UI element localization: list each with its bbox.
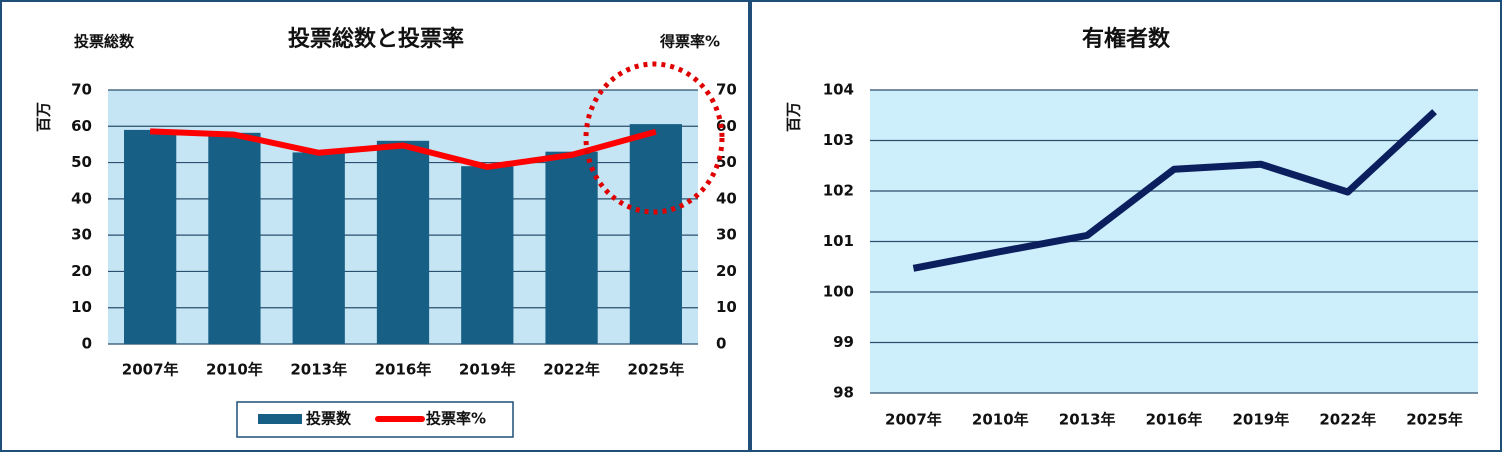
bar xyxy=(629,124,682,344)
y2-tick-label: 60 xyxy=(716,117,737,135)
x-tick-label: 2007年 xyxy=(885,411,942,429)
chart-title: 投票総数と投票率 xyxy=(288,26,464,52)
y-tick-label: 70 xyxy=(71,81,92,99)
line xyxy=(912,109,1437,272)
y-label: 百万 xyxy=(785,102,803,132)
x-tick-label: 2010年 xyxy=(206,361,263,379)
y2-tick-label: 10 xyxy=(716,298,737,316)
x-tick-label: 2016年 xyxy=(375,361,432,379)
y-tick-label: 102 xyxy=(823,182,854,200)
y-tick-label: 100 xyxy=(823,283,854,301)
y2-tick-label: 0 xyxy=(716,335,726,353)
y-tick-label: 101 xyxy=(823,232,854,250)
y-tick-label: 99 xyxy=(833,333,854,351)
x-tick-label: 2013年 xyxy=(1059,411,1116,429)
y2-tick-label: 20 xyxy=(716,262,737,280)
y-tick-label: 0 xyxy=(82,335,92,353)
y2-tick-label: 40 xyxy=(716,189,737,207)
x-tick-label: 2022年 xyxy=(543,361,600,379)
x-tick-label: 2025年 xyxy=(627,361,684,379)
legend-label: 投票率% xyxy=(426,410,486,428)
bar xyxy=(545,151,598,344)
y-tick-label: 50 xyxy=(71,153,92,171)
y-label: 百万 xyxy=(35,102,53,132)
x-tick-label: 2022年 xyxy=(1319,411,1376,429)
bar xyxy=(292,152,345,344)
y-tick-label: 30 xyxy=(71,226,92,244)
legend-swatch xyxy=(258,414,302,424)
y-title: 投票総数 xyxy=(74,33,135,51)
y2-tick-label: 70 xyxy=(716,81,737,99)
y2-title: 得票率% xyxy=(659,33,720,51)
bar xyxy=(124,129,177,344)
y-tick-label: 60 xyxy=(71,117,92,135)
legend-label: 投票数 xyxy=(306,410,352,428)
y-tick-label: 40 xyxy=(71,189,92,207)
y-tick-label: 104 xyxy=(823,81,854,99)
x-tick-label: 2025年 xyxy=(1406,411,1463,429)
y-tick-label: 103 xyxy=(823,131,854,149)
bar xyxy=(376,140,430,344)
x-tick-label: 2010年 xyxy=(972,411,1029,429)
y2-tick-label: 30 xyxy=(716,226,737,244)
x-tick-label: 2019年 xyxy=(459,361,516,379)
y-tick-label: 10 xyxy=(71,298,92,316)
y-tick-label: 20 xyxy=(71,262,92,280)
bar xyxy=(461,166,514,344)
x-tick-label: 2007年 xyxy=(122,361,179,379)
x-tick-label: 2019年 xyxy=(1232,411,1289,429)
x-tick-label: 2013年 xyxy=(290,361,347,379)
line xyxy=(150,128,657,170)
highlight-circle xyxy=(583,61,725,215)
y-tick-label: 98 xyxy=(833,384,854,402)
chart-title: 有権者数 xyxy=(1082,26,1171,52)
x-tick-label: 2016年 xyxy=(1146,411,1203,429)
bar xyxy=(208,132,261,344)
